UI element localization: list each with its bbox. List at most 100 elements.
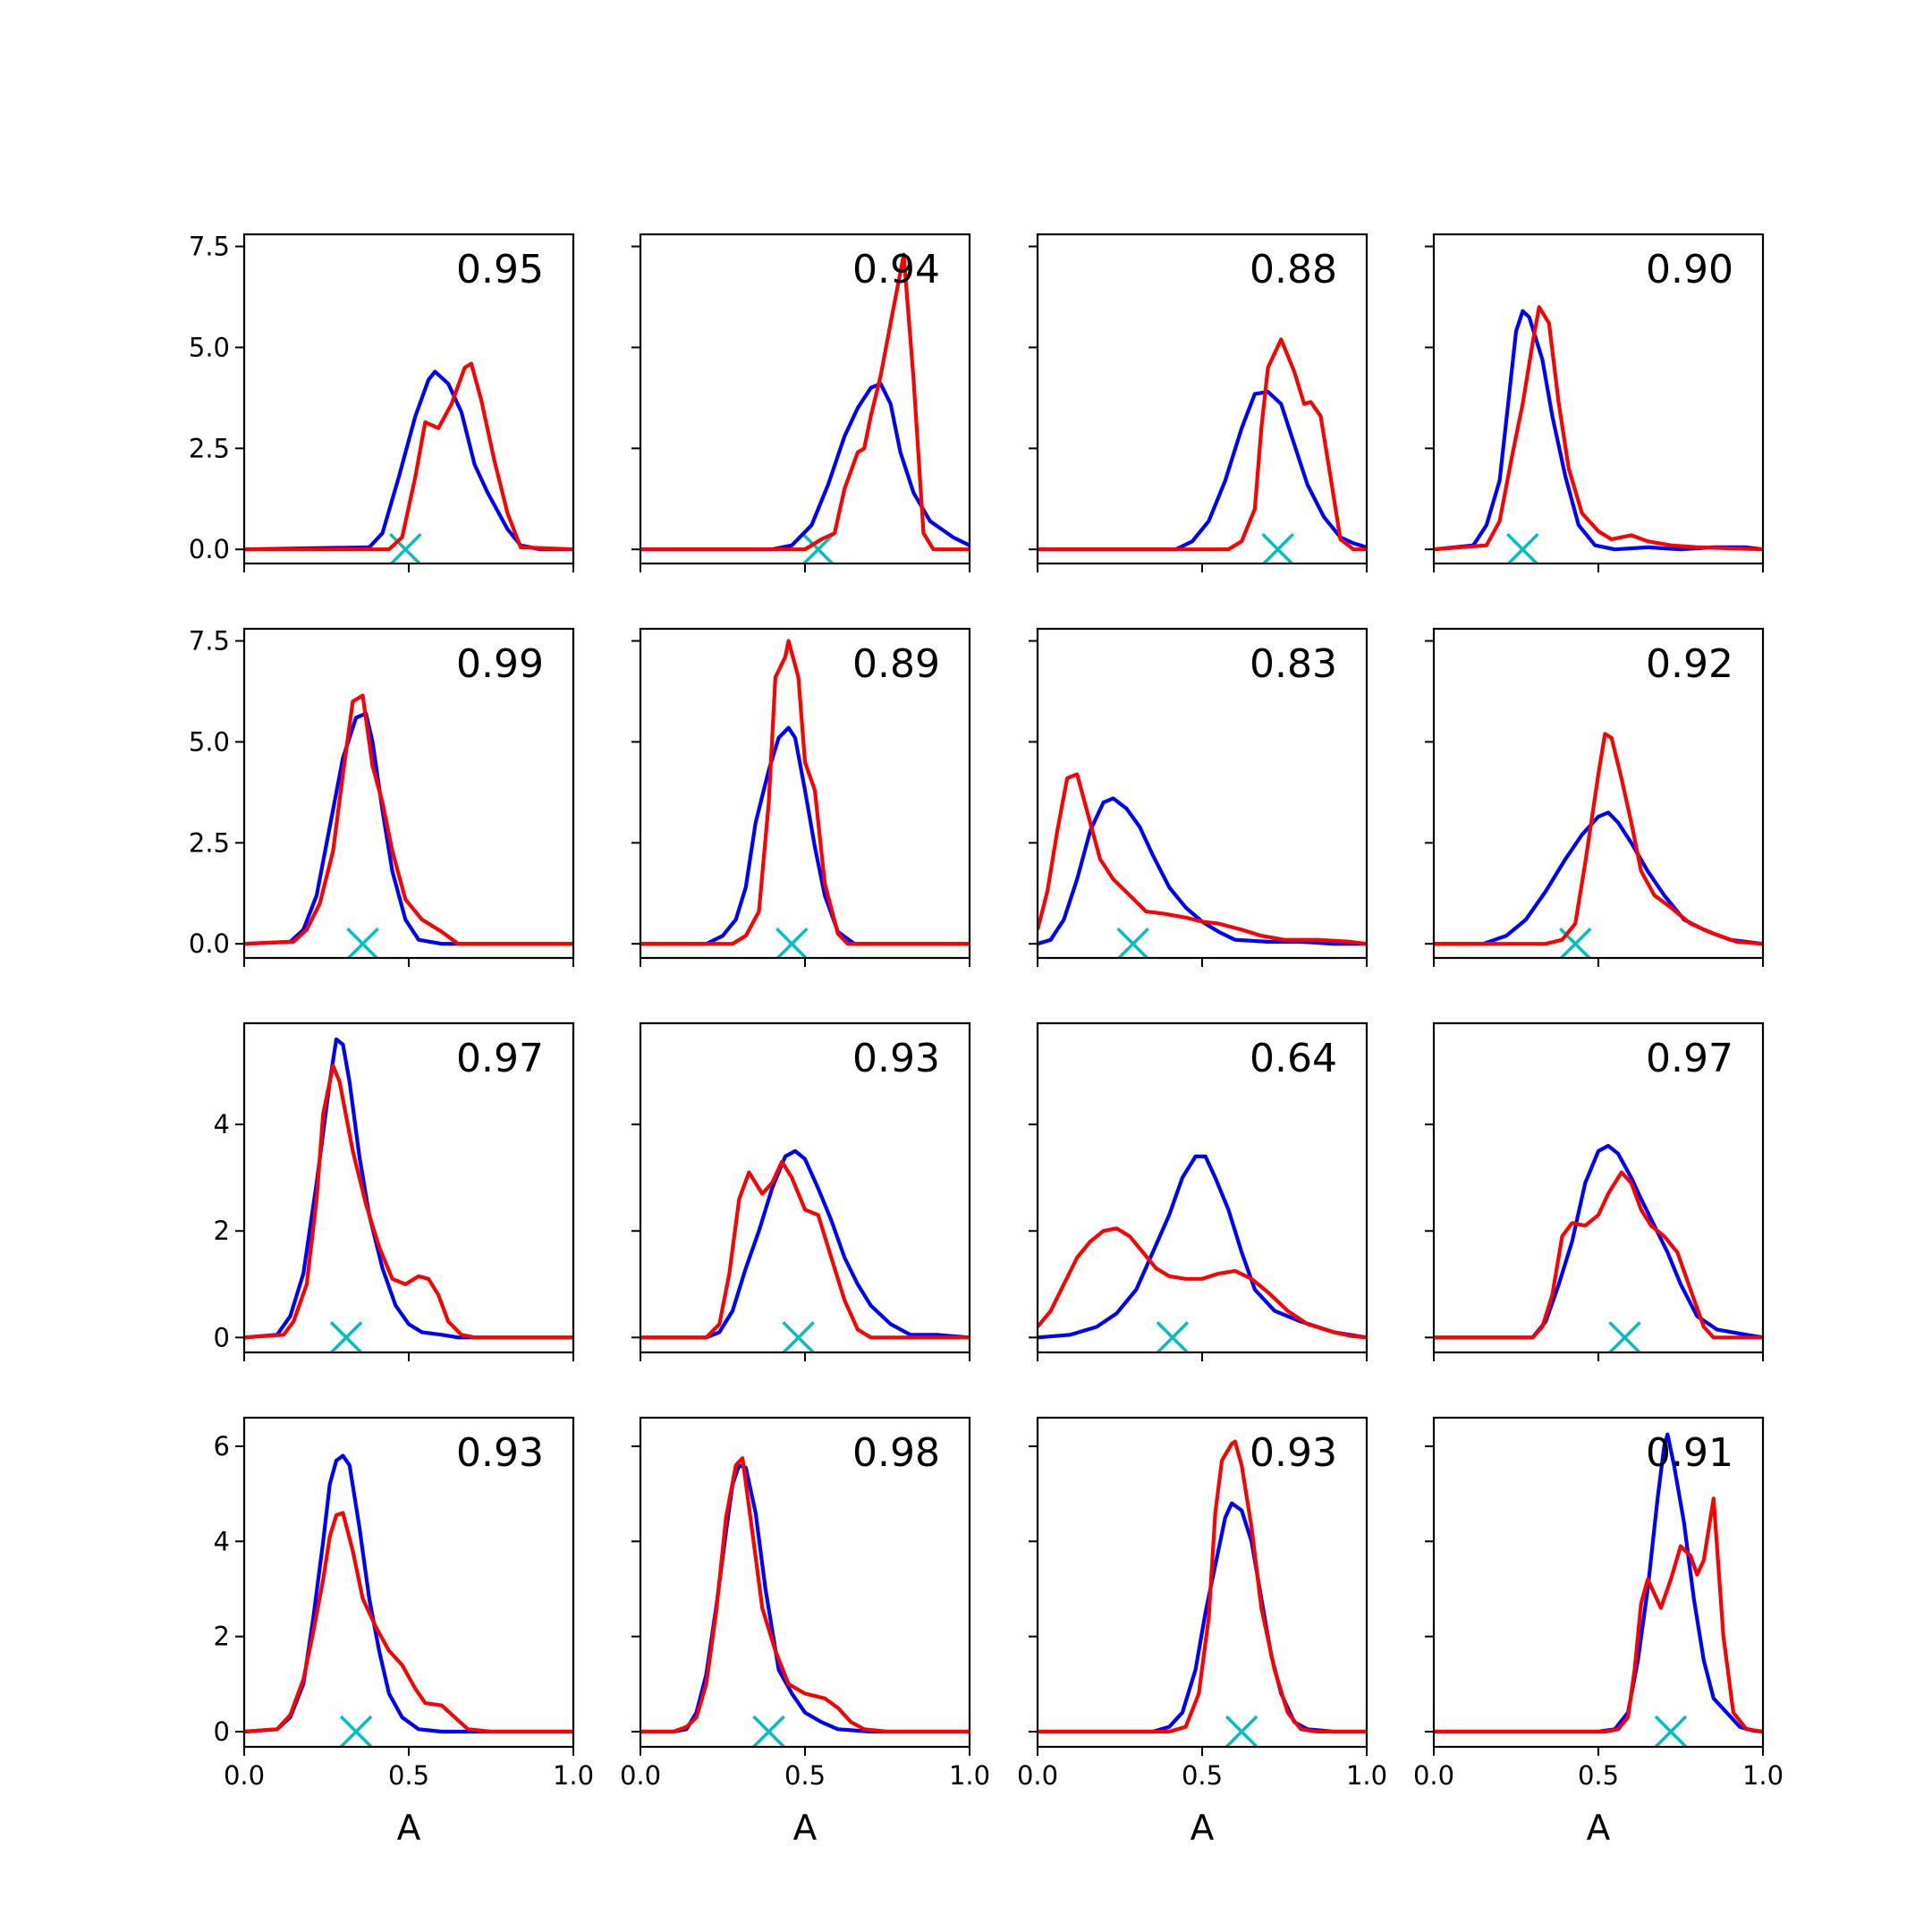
series-group bbox=[1038, 337, 1367, 552]
y-tick-label: 2.5 bbox=[189, 433, 230, 463]
series-2-line bbox=[1038, 772, 1367, 946]
y-tick-label: 0 bbox=[214, 1716, 230, 1747]
panel-2-1: 0.0 2.5 5.0 7.5 0.99 bbox=[189, 626, 575, 967]
series-group bbox=[1434, 732, 1763, 946]
series-2-line bbox=[1434, 732, 1763, 946]
x-tick-label: 1.0 bbox=[1346, 1760, 1387, 1791]
y-tick-label: 4 bbox=[214, 1109, 230, 1140]
panel-frame bbox=[242, 1416, 575, 1749]
marker-group bbox=[1261, 532, 1294, 564]
panel-frame bbox=[639, 627, 971, 960]
panel-3-3: 0.64 bbox=[1029, 1021, 1368, 1361]
y-tick-label: 5.0 bbox=[189, 726, 230, 757]
panel-frame bbox=[1432, 233, 1765, 565]
marker-group bbox=[1559, 927, 1592, 958]
series-1-line bbox=[1038, 390, 1367, 552]
x-tick-label: 0.5 bbox=[1578, 1760, 1619, 1791]
panel-1-2: 0.94 bbox=[631, 233, 971, 572]
marker-group bbox=[1654, 1715, 1688, 1747]
series-group bbox=[640, 1456, 970, 1734]
marker-stroke bbox=[775, 927, 809, 958]
series-group bbox=[1038, 1439, 1367, 1734]
panel-2-3: 0.83 bbox=[1029, 627, 1368, 967]
marker-stroke bbox=[801, 532, 835, 564]
marker-stroke bbox=[1156, 1321, 1190, 1352]
series-group bbox=[640, 639, 970, 946]
marker-stroke bbox=[346, 927, 379, 958]
series-2-line bbox=[640, 1456, 970, 1734]
panel-1-4: 0.90 bbox=[1425, 233, 1765, 572]
panel-value-label: 0.97 bbox=[456, 1036, 544, 1081]
series-1-line bbox=[1434, 810, 1763, 946]
panel-frame bbox=[639, 1021, 971, 1354]
series-group bbox=[244, 1037, 573, 1340]
y-tick-label: 7.5 bbox=[189, 232, 230, 262]
panel-value-label: 0.92 bbox=[1646, 641, 1733, 687]
x-tick-label: 1.0 bbox=[553, 1760, 594, 1791]
panel-frame bbox=[242, 233, 575, 565]
marker-group bbox=[389, 532, 422, 564]
marker-stroke bbox=[1261, 532, 1294, 564]
panel-value-label: 0.97 bbox=[1646, 1036, 1733, 1081]
series-group bbox=[1434, 1432, 1763, 1734]
y-tick-label: 2.5 bbox=[189, 827, 230, 858]
marker-stroke bbox=[1224, 1715, 1258, 1747]
x-tick-label: 0.5 bbox=[388, 1760, 429, 1791]
panel-value-label: 0.90 bbox=[1646, 247, 1733, 292]
series-group bbox=[244, 361, 573, 552]
x-tick-label: 0.0 bbox=[1413, 1760, 1454, 1791]
marker-stroke bbox=[1116, 927, 1149, 958]
x-axis-label: A bbox=[1191, 1809, 1215, 1849]
series-2-line bbox=[1434, 305, 1763, 552]
x-tick-label: 0.5 bbox=[1182, 1760, 1223, 1791]
series-1-line bbox=[1038, 1154, 1367, 1340]
marker-group bbox=[775, 927, 809, 958]
marker-stroke bbox=[339, 1715, 373, 1747]
panel-frame bbox=[1036, 1021, 1368, 1354]
marker-stroke bbox=[1559, 927, 1592, 958]
marker-group bbox=[1506, 532, 1539, 564]
y-tick-label: 2 bbox=[214, 1622, 230, 1652]
x-axis-label: A bbox=[397, 1809, 421, 1849]
y-tick-label: 0.0 bbox=[189, 534, 230, 564]
panel-3-2: 0.93 bbox=[631, 1021, 971, 1361]
marker-group bbox=[801, 532, 835, 564]
marker-stroke bbox=[1608, 1321, 1641, 1352]
panel-frame bbox=[1432, 627, 1765, 960]
panel-1-3: 0.88 bbox=[1029, 233, 1368, 572]
series-1-line bbox=[1434, 1143, 1763, 1340]
panel-frame bbox=[1036, 1416, 1368, 1749]
panel-value-label: 0.88 bbox=[1250, 247, 1337, 292]
series-group bbox=[244, 1453, 573, 1734]
marker-group bbox=[329, 1321, 363, 1352]
x-tick-label: 0.5 bbox=[784, 1760, 826, 1791]
series-group bbox=[640, 252, 970, 552]
series-2-line bbox=[244, 361, 573, 552]
series-1-line bbox=[640, 382, 970, 552]
series-1-line bbox=[1038, 1501, 1367, 1734]
marker-stroke bbox=[752, 1715, 785, 1747]
panel-frame bbox=[1036, 627, 1368, 960]
panel-value-label: 0.83 bbox=[1250, 641, 1337, 687]
panel-2-2: 0.89 bbox=[631, 627, 971, 967]
x-tick-label: 0.0 bbox=[620, 1760, 661, 1791]
series-2-line bbox=[244, 1063, 573, 1340]
panel-value-label: 0.91 bbox=[1646, 1430, 1733, 1476]
y-tick-label: 0.0 bbox=[189, 928, 230, 959]
series-1-line bbox=[244, 1037, 573, 1340]
y-tick-label: 0 bbox=[214, 1322, 230, 1352]
panel-4-1: 0.0 0.5 1.0 0 2 4 6 0.93 A bbox=[214, 1416, 594, 1849]
panel-frame bbox=[242, 627, 575, 960]
series-2-line bbox=[244, 693, 573, 946]
marker-group bbox=[1224, 1715, 1258, 1747]
x-axis-label: A bbox=[793, 1809, 818, 1849]
series-group bbox=[1038, 1154, 1367, 1340]
series-group bbox=[640, 1148, 970, 1340]
series-group bbox=[1434, 305, 1763, 552]
x-tick-label: 0.0 bbox=[1017, 1760, 1058, 1791]
marker-group bbox=[1116, 927, 1149, 958]
series-2-line bbox=[640, 1159, 970, 1340]
panel-value-label: 0.64 bbox=[1250, 1036, 1337, 1081]
panel-value-label: 0.94 bbox=[852, 247, 940, 292]
